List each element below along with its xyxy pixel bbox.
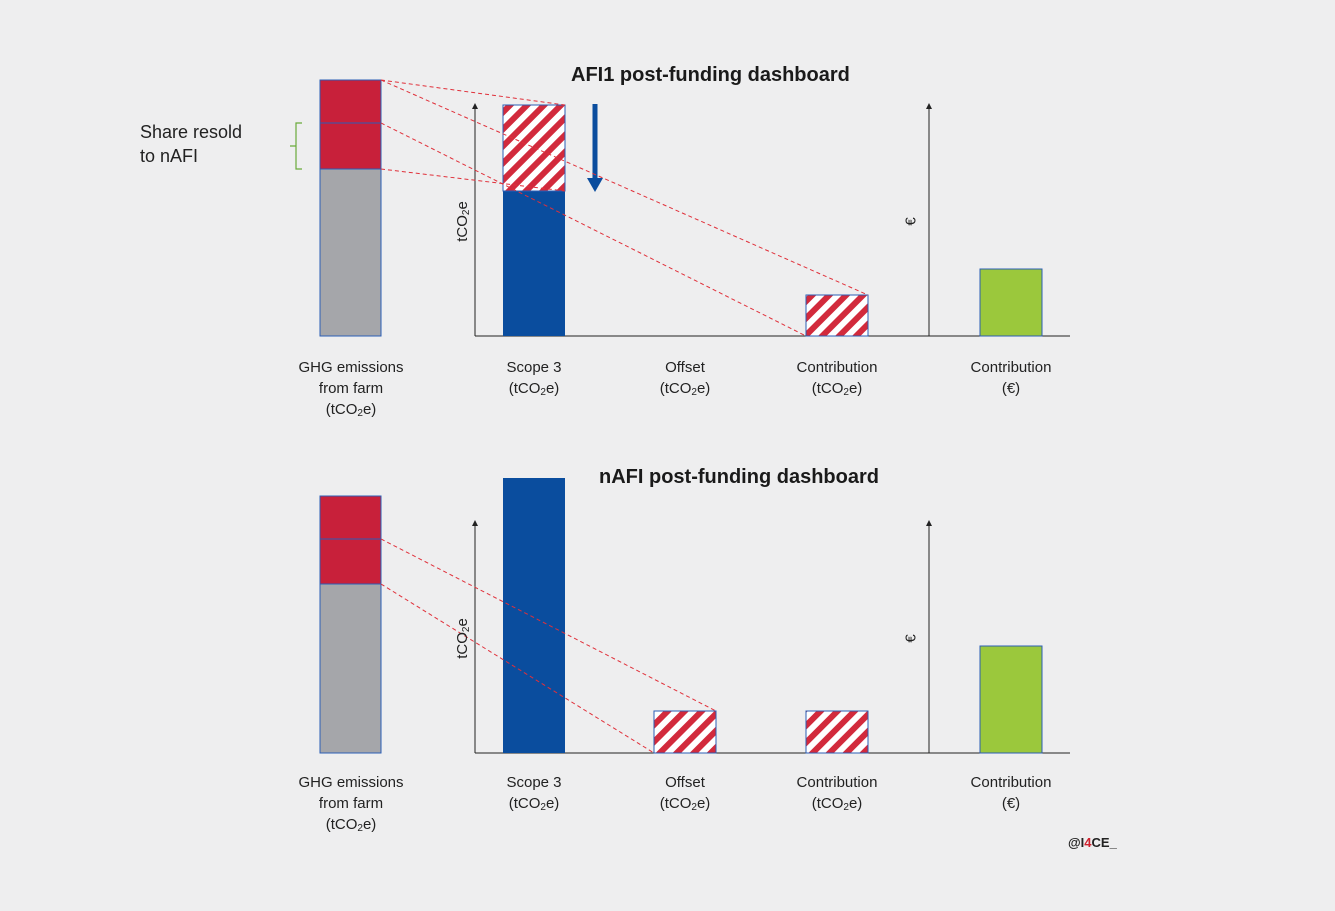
farm-bar-grey — [319, 168, 382, 337]
category-label-offset: Offset (tCO2e) — [659, 774, 711, 813]
farm-emissions-label: GHG emissions from farm (tCO2e) — [298, 359, 404, 419]
category-label-contribution-euro: Contribution (€) — [970, 774, 1052, 812]
panel-title: nAFI post-funding dashboard — [599, 466, 879, 488]
link-line — [380, 583, 655, 754]
contribution-euro-bar — [979, 645, 1043, 754]
category-label-contribution-tco2e: Contribution (tCO2e) — [796, 359, 878, 398]
reduction-arrow-head — [587, 178, 603, 192]
farm-bar-red-upper — [319, 495, 382, 540]
panel-nafi — [319, 478, 1070, 754]
contribution-tco2e-bar — [805, 710, 869, 754]
contribution-euro-bar — [979, 268, 1043, 337]
category-label-scope3: Scope 3 (tCO2e) — [506, 359, 562, 398]
panel-title: AFI1 post-funding dashboard — [571, 64, 850, 86]
category-label-contribution-tco2e: Contribution (tCO2e) — [796, 774, 878, 813]
category-label-contribution-euro: Contribution (€) — [970, 359, 1052, 397]
scope3-bar-blue — [503, 478, 565, 753]
panel-afi1 — [290, 79, 1070, 337]
share-resold-label: Share resold to nAFI — [140, 120, 242, 168]
scope3-bar-hatched — [502, 104, 566, 192]
offset-bar — [653, 710, 717, 754]
farm-bar-red-resold — [319, 122, 382, 170]
euro-axis-label: € — [902, 634, 920, 643]
i4ce-credit: @I4CE_ — [1068, 835, 1117, 850]
y-axis-label: tCO2e — [453, 618, 472, 659]
share-label-line1: Share resold — [140, 122, 243, 142]
contribution-tco2e-bar — [805, 294, 869, 337]
scope3-bar-blue — [503, 191, 565, 336]
euro-axis-label: € — [902, 217, 920, 226]
share-label-line2: to nAFI — [140, 146, 199, 166]
farm-emissions-label: GHG emissions from farm (tCO2e) — [298, 774, 404, 834]
link-line — [380, 79, 566, 106]
link-line — [380, 168, 566, 192]
farm-bar-red-upper — [319, 79, 382, 124]
link-line — [380, 79, 869, 296]
category-label-scope3: Scope 3 (tCO2e) — [506, 774, 562, 813]
farm-bar-grey — [319, 583, 382, 754]
category-label-offset: Offset (tCO2e) — [659, 359, 711, 398]
farm-bar-red-resold — [319, 538, 382, 585]
share-bracket — [290, 122, 302, 170]
link-line — [380, 122, 807, 337]
y-axis-label: tCO2e — [453, 201, 472, 242]
